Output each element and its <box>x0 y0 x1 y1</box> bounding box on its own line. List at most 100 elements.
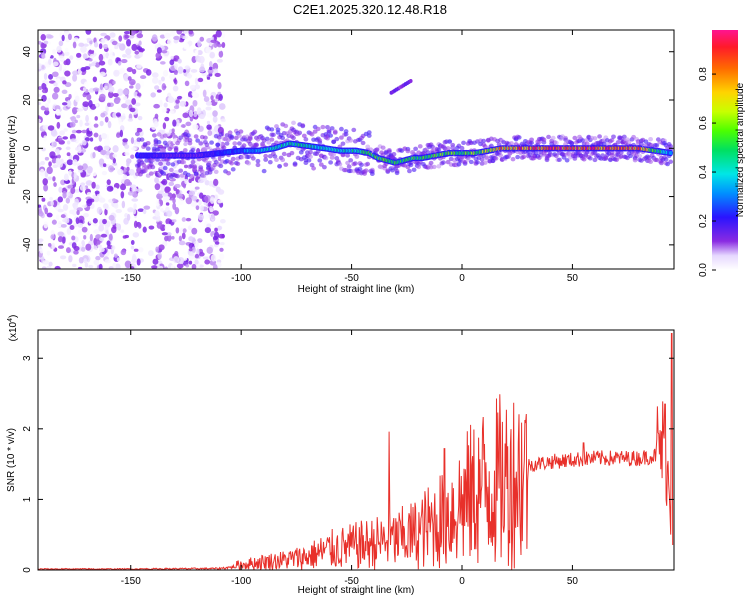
ridge-halo <box>201 173 207 178</box>
side-feature-mark <box>408 78 413 83</box>
noise-dot <box>138 40 142 46</box>
noise-dot <box>75 129 82 134</box>
ridge-halo <box>445 146 451 151</box>
noise-dot <box>111 245 116 251</box>
noise-dot <box>66 227 72 235</box>
noise-dot <box>115 222 119 228</box>
noise-dot <box>66 159 74 166</box>
noise-dot <box>212 62 219 71</box>
noise-dot <box>169 31 176 37</box>
noise-dot <box>127 191 134 196</box>
ridge-halo <box>271 132 276 138</box>
noise-dot <box>186 96 192 101</box>
noise-dot <box>178 240 186 246</box>
noise-dot <box>48 261 53 267</box>
noise-dot <box>197 77 204 83</box>
ridge-halo <box>529 137 534 142</box>
noise-dot <box>51 219 57 225</box>
noise-dot <box>93 146 101 151</box>
noise-dot <box>107 54 115 60</box>
ridge-halo <box>148 171 154 176</box>
noise-dot <box>103 145 110 151</box>
noise-dot <box>165 202 170 206</box>
noise-dot <box>98 60 106 66</box>
noise-dot <box>130 147 137 151</box>
heatmap-axes: -150 -100 -50 0 50 -40 -20 0 20 40 <box>22 30 674 284</box>
noise-dot <box>128 168 135 176</box>
noise-dot <box>217 225 221 231</box>
noise-dot <box>202 89 207 98</box>
noise-dot <box>81 139 87 146</box>
noise-dot <box>217 155 222 162</box>
ridge-halo <box>391 151 397 157</box>
noise-dot <box>62 102 68 106</box>
noise-dot <box>164 186 170 194</box>
noise-dot <box>127 76 132 81</box>
ridge-halo <box>280 157 286 163</box>
ridge-halo <box>173 145 179 151</box>
ridge-halo <box>601 141 607 147</box>
noise-dot <box>154 85 160 90</box>
noise-dot <box>203 213 210 220</box>
noise-dot <box>119 67 125 74</box>
noise-dot <box>89 40 93 45</box>
noise-dot <box>112 187 118 195</box>
noise-dot <box>183 42 190 50</box>
ridge-halo <box>309 162 315 168</box>
noise-dot <box>219 247 224 252</box>
ridge-halo <box>145 146 151 151</box>
noise-dot <box>74 119 78 124</box>
noise-dot <box>56 45 62 53</box>
noise-dot <box>194 259 199 265</box>
ridge-halo <box>300 123 306 129</box>
ridge-halo <box>416 164 422 170</box>
noise-dot <box>181 217 187 222</box>
noise-dot <box>55 157 62 166</box>
noise-dot <box>41 89 48 94</box>
noise-dot <box>120 115 126 120</box>
noise-dot <box>188 190 196 196</box>
colorbar-tick-label: 0.8 <box>698 67 709 81</box>
noise-dot <box>206 124 212 130</box>
noise-dot <box>159 34 166 39</box>
noise-dot <box>64 47 69 53</box>
noise-dot <box>60 113 66 119</box>
heatmap-ytick-label: 0 <box>22 145 33 151</box>
noise-dot <box>53 82 58 87</box>
ridge-halo <box>564 158 570 163</box>
noise-dot <box>150 92 156 98</box>
noise-dot <box>81 226 88 233</box>
ridge-halo <box>546 134 551 140</box>
noise-dot <box>213 194 218 200</box>
noise-dot <box>83 258 88 264</box>
ridge-halo <box>334 136 340 142</box>
noise-dot <box>119 129 124 138</box>
noise-dot <box>108 90 114 99</box>
noise-dot <box>95 184 100 190</box>
noise-dot <box>38 93 42 97</box>
noise-dot <box>217 189 225 195</box>
noise-dot <box>101 170 108 176</box>
noise-dot <box>212 115 218 123</box>
noise-dot <box>57 55 65 60</box>
snr-multiplier-close: ) <box>8 315 19 318</box>
noise-dot <box>183 30 190 34</box>
noise-dot <box>41 94 47 102</box>
ridge-halo <box>274 140 279 145</box>
noise-dot <box>185 264 190 268</box>
noise-dot <box>109 186 113 191</box>
noise-dot <box>135 82 141 90</box>
noise-dot <box>213 178 219 187</box>
ridge-halo <box>155 172 160 178</box>
noise-dot <box>38 118 42 123</box>
ridge-halo <box>515 154 521 160</box>
noise-dot <box>170 108 176 115</box>
noise-dot <box>114 45 119 50</box>
noise-dot <box>182 69 187 73</box>
noise-dot <box>100 112 106 118</box>
ridge-halo <box>366 130 372 135</box>
ridge-halo <box>417 144 423 149</box>
noise-dot <box>175 227 180 234</box>
ridge-halo <box>252 129 258 134</box>
ridge-halo <box>407 168 412 174</box>
